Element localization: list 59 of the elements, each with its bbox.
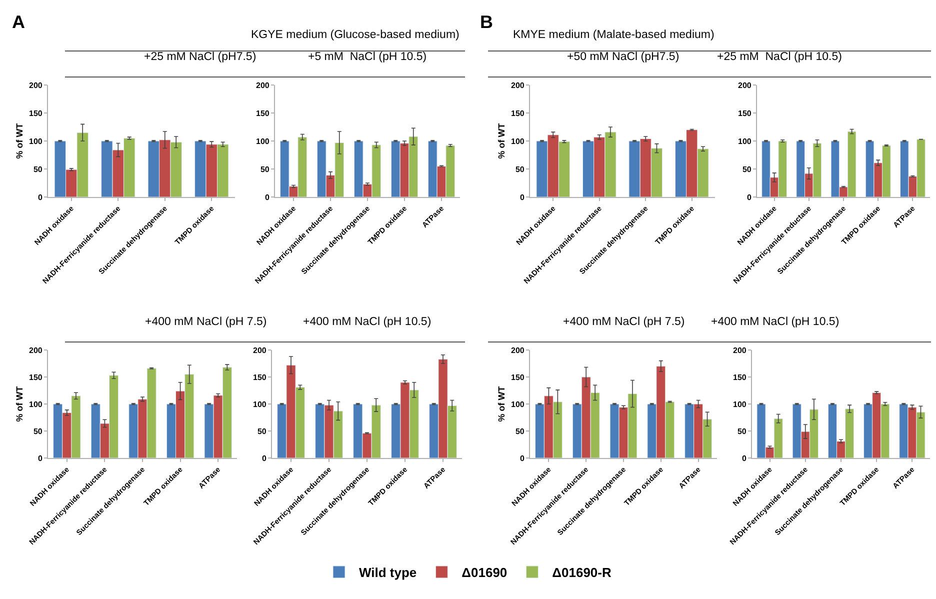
- y-tick-label: 150: [511, 108, 525, 118]
- legend-label: Δ01690-R: [552, 565, 612, 580]
- y-tick-label: 50: [33, 426, 43, 436]
- y-tick-label: 200: [256, 80, 270, 90]
- legend-label: Δ01690: [462, 565, 508, 580]
- y-tick-label: 0: [262, 454, 267, 463]
- text: A: [12, 12, 25, 32]
- y-tick-label: 100: [256, 136, 270, 146]
- y-tick-label: 200: [253, 346, 267, 355]
- chart-title: +25 mM NaCl (pH 10.5): [717, 51, 842, 63]
- y-tick-label: 150: [738, 108, 752, 118]
- y-tick-label: 100: [29, 136, 43, 146]
- y-tick-label: 200: [738, 80, 752, 90]
- chart-title: +5 mM NaCl (pH 10.5): [308, 51, 427, 63]
- y-tick-label: 200: [733, 346, 747, 355]
- y-tick-label: 200: [511, 346, 525, 355]
- y-tick-label: 100: [29, 400, 43, 409]
- legend-label: Wild type: [359, 565, 417, 580]
- y-tick-label: 150: [733, 372, 747, 382]
- y-tick-label: 150: [253, 372, 267, 382]
- y-tick-label: 50: [515, 426, 525, 436]
- y-tick-label: 100: [253, 400, 267, 409]
- y-tick-label: 150: [29, 108, 43, 118]
- chart-title: +400 mM NaCl (pH 7.5): [563, 316, 685, 328]
- y-tick-label: 200: [29, 346, 43, 355]
- y-tick-label: 150: [511, 372, 525, 382]
- y-tick-label: 100: [511, 400, 525, 409]
- y-tick-label: 200: [29, 80, 43, 90]
- y-tick-label: 50: [515, 164, 525, 174]
- y-tick-label: 0: [742, 454, 747, 463]
- chart-title: +25 mM NaCl (pH7.5): [144, 51, 256, 63]
- y-tick-label: 0: [520, 192, 525, 202]
- y-tick-label: 0: [520, 454, 525, 463]
- chart-title: +400 mM NaCl (pH 10.5): [711, 316, 840, 328]
- y-axis-title: % of WT: [496, 122, 506, 159]
- y-tick-label: 50: [737, 426, 747, 436]
- chart-title: +400 mM NaCl (pH 7.5): [145, 316, 267, 328]
- y-tick-label: 150: [256, 108, 270, 118]
- y-tick-label: 50: [742, 164, 752, 174]
- y-tick-label: 50: [260, 164, 270, 174]
- y-tick-label: 100: [511, 136, 525, 146]
- y-tick-label: 0: [264, 192, 270, 202]
- y-tick-label: 100: [738, 136, 752, 146]
- y-tick-label: 200: [511, 80, 525, 90]
- y-axis-title: % of WT: [14, 122, 24, 159]
- y-tick-label: 50: [33, 164, 43, 174]
- text: KGYE medium (Glucose-based medium): [251, 29, 460, 41]
- y-tick-label: 0: [38, 192, 43, 202]
- y-tick-label: 0: [38, 454, 43, 463]
- y-axis-title: % of WT: [496, 386, 506, 422]
- text: B: [480, 12, 493, 32]
- chart-title: +400 mM NaCl (pH 10.5): [303, 316, 432, 328]
- y-axis-title: % of WT: [14, 386, 24, 422]
- y-tick-label: 150: [29, 372, 43, 382]
- y-tick-label: 50: [257, 426, 267, 436]
- y-tick-label: 100: [733, 400, 747, 409]
- text: KMYE medium (Malate-based medium): [513, 29, 714, 41]
- y-tick-label: 0: [746, 192, 752, 202]
- chart-title: +50 mM NaCl (pH7.5): [567, 51, 680, 63]
